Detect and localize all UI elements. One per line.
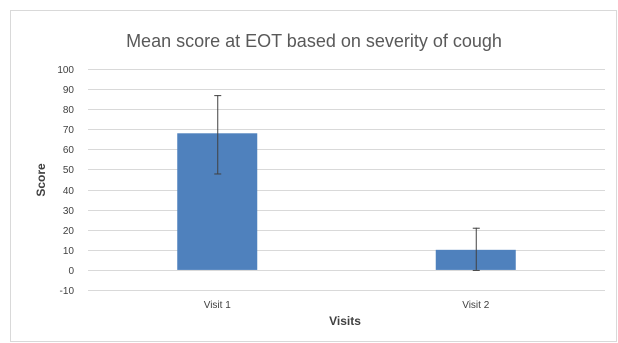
y-tick-label: 70 <box>63 125 75 136</box>
y-tick-label: 20 <box>63 226 75 237</box>
x-axis-title: Visits <box>329 314 361 328</box>
x-axis-ticks: Visit 1 Visit 2 <box>204 300 490 311</box>
y-tick-label: 30 <box>63 206 75 217</box>
error-bars <box>214 95 480 271</box>
y-tick-label: 40 <box>63 186 75 197</box>
chart-border <box>10 10 617 342</box>
y-axis-ticks: -10 0 10 20 30 40 50 60 70 80 90 100 <box>57 65 74 297</box>
y-tick-label: -10 <box>60 286 75 297</box>
y-tick-label: 50 <box>63 165 75 176</box>
bars <box>177 133 516 270</box>
y-tick-label: 60 <box>63 145 75 156</box>
gridlines <box>88 69 605 291</box>
chart-title: Mean score at EOT based on severity of c… <box>126 31 502 51</box>
x-tick-label: Visit 1 <box>204 300 231 311</box>
y-tick-label: 100 <box>57 65 74 76</box>
y-tick-label: 80 <box>63 105 75 116</box>
x-tick-label: Visit 2 <box>462 300 489 311</box>
y-tick-label: 90 <box>63 85 75 96</box>
y-axis-title: Score <box>34 163 48 197</box>
y-tick-label: 10 <box>63 246 75 257</box>
y-tick-label: 0 <box>68 266 74 277</box>
